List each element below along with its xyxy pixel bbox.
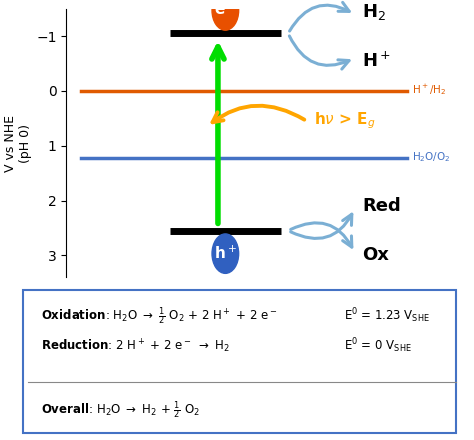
Text: e$^-$: e$^-$ xyxy=(214,3,237,18)
Text: H$_2$: H$_2$ xyxy=(362,1,386,22)
Text: $\mathbf{Reduction}$: 2 H$^+$ + 2 e$^-$ $\rightarrow$ H$_2$: $\mathbf{Reduction}$: 2 H$^+$ + 2 e$^-$ … xyxy=(41,337,230,355)
Text: Red: Red xyxy=(362,197,401,215)
Text: Ox: Ox xyxy=(362,246,389,264)
Text: E$^0$ = 1.23 V$_\mathrm{SHE}$: E$^0$ = 1.23 V$_\mathrm{SHE}$ xyxy=(344,307,430,325)
Circle shape xyxy=(212,234,238,273)
Text: h$^+$: h$^+$ xyxy=(214,245,237,262)
Text: $\mathbf{Oxidation}$: H$_2$O $\rightarrow$ $\frac{1}{2}$ O$_2$ + 2 H$^+$ + 2 e$^: $\mathbf{Oxidation}$: H$_2$O $\rightarro… xyxy=(41,305,277,327)
Text: H$^+$: H$^+$ xyxy=(362,51,391,70)
Y-axis label: V vs NHE
(pH 0): V vs NHE (pH 0) xyxy=(4,114,32,172)
FancyBboxPatch shape xyxy=(23,290,456,433)
Text: h$\nu$ > E$_g$: h$\nu$ > E$_g$ xyxy=(314,111,376,132)
Text: $\mathbf{Overall}$: H$_2$O $\rightarrow$ H$_2$ + $\frac{1}{2}$ O$_2$: $\mathbf{Overall}$: H$_2$O $\rightarrow$… xyxy=(41,400,200,421)
Text: H$^+$/H$_2$: H$^+$/H$_2$ xyxy=(412,82,447,97)
Text: E$^0$ = 0 V$_\mathrm{SHE}$: E$^0$ = 0 V$_\mathrm{SHE}$ xyxy=(344,337,412,355)
Circle shape xyxy=(212,0,238,30)
Text: H$_2$O/O$_2$: H$_2$O/O$_2$ xyxy=(412,150,451,164)
